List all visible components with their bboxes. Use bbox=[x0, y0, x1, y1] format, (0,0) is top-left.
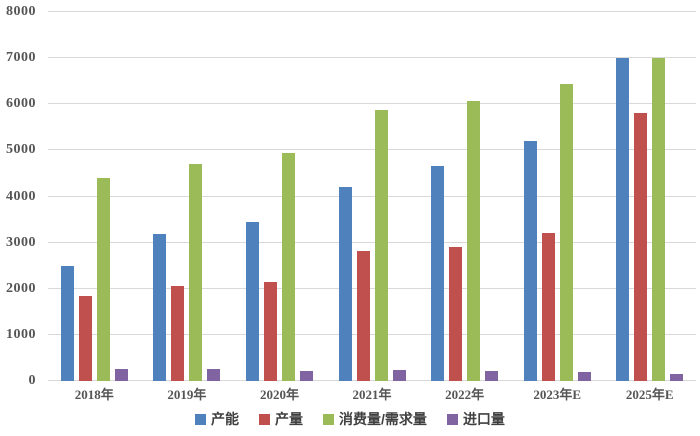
legend-label: 消费量/需求量 bbox=[339, 411, 427, 427]
bar-进口量 bbox=[392, 370, 406, 381]
x-tick-label: 2021年 bbox=[352, 387, 392, 402]
bar-进口量 bbox=[207, 369, 221, 381]
legend-label: 产能 bbox=[211, 411, 240, 427]
bar-group-2025年E bbox=[603, 12, 696, 381]
bar-产能 bbox=[153, 234, 167, 381]
bar-产能 bbox=[338, 187, 352, 381]
bar-group-2020年 bbox=[233, 12, 326, 381]
bar-消费量/需求量 bbox=[374, 109, 388, 381]
y-tick-label: 5000 bbox=[6, 142, 36, 158]
x-tick-label: 2025年E bbox=[625, 387, 674, 402]
bar-group-2019年 bbox=[141, 12, 234, 381]
gridline bbox=[48, 333, 696, 335]
x-tick-label: 2020年 bbox=[259, 387, 299, 402]
legend-item-产能: 产能 bbox=[195, 412, 239, 426]
bar-产量 bbox=[541, 233, 555, 381]
bar-产量 bbox=[78, 296, 92, 381]
legend-item-消费量/需求量: 消费量/需求量 bbox=[323, 412, 427, 426]
legend-label: 产量 bbox=[275, 411, 304, 427]
legend-label: 进口量 bbox=[462, 411, 505, 427]
bar-groups bbox=[48, 12, 696, 381]
x-tick-label: 2022年 bbox=[445, 387, 485, 402]
bar-产能 bbox=[245, 221, 259, 381]
bar-消费量/需求量 bbox=[652, 58, 666, 381]
gridline bbox=[48, 149, 696, 151]
y-tick-label: 1000 bbox=[6, 326, 36, 342]
bar-产量 bbox=[356, 250, 370, 381]
x-tick-label: 2018年 bbox=[74, 387, 114, 402]
y-tick-label: 3000 bbox=[6, 234, 36, 250]
legend-item-产量: 产量 bbox=[259, 412, 303, 426]
bar-产量 bbox=[634, 113, 648, 381]
bar-产量 bbox=[263, 281, 277, 381]
gridline bbox=[48, 241, 696, 243]
x-axis: 2018年 2019年 2020年 2021年 2022年 2023年E 2025年E bbox=[48, 387, 696, 404]
y-tick-label: 8000 bbox=[6, 4, 36, 19]
bar-group-2022年 bbox=[418, 12, 511, 381]
bar-产能 bbox=[431, 166, 445, 381]
gridline bbox=[48, 57, 696, 59]
bar-group-2018年 bbox=[48, 12, 141, 381]
bar-产能 bbox=[523, 141, 537, 381]
legend-swatch-icon bbox=[446, 413, 458, 425]
bar-进口量 bbox=[485, 370, 499, 381]
y-tick-label: 6000 bbox=[6, 96, 36, 112]
bar-消费量/需求量 bbox=[467, 100, 481, 381]
bar-消费量/需求量 bbox=[559, 84, 573, 381]
legend-swatch-icon bbox=[259, 413, 271, 425]
bar-消费量/需求量 bbox=[281, 152, 295, 381]
x-tick-label: 2023年E bbox=[533, 387, 582, 402]
bar-产能 bbox=[616, 58, 630, 381]
bar-消费量/需求量 bbox=[189, 164, 203, 381]
bar-group-2023年E bbox=[511, 12, 604, 381]
bar-消费量/需求量 bbox=[96, 178, 110, 381]
bar-进口量 bbox=[114, 368, 128, 381]
legend-swatch-icon bbox=[323, 413, 335, 425]
gridline bbox=[48, 103, 696, 105]
x-tick-label: 2019年 bbox=[167, 387, 207, 402]
gridline bbox=[48, 287, 696, 289]
legend-item-进口量: 进口量 bbox=[446, 411, 505, 427]
plot-area bbox=[48, 11, 696, 381]
bar-group-2021年 bbox=[326, 12, 419, 381]
legend: 产能 产量 消费量/需求量 进口量 bbox=[0, 412, 700, 426]
bar-进口量 bbox=[577, 371, 591, 381]
bar-进口量 bbox=[670, 374, 684, 381]
legend-swatch-icon bbox=[195, 413, 207, 425]
y-tick-label: 4000 bbox=[6, 188, 36, 204]
y-tick-label: 2000 bbox=[6, 280, 36, 296]
y-tick-label: 0 bbox=[28, 373, 36, 388]
bar-产量 bbox=[171, 286, 185, 381]
y-tick-label: 7000 bbox=[6, 50, 36, 66]
y-axis: 0 1000 2000 3000 4000 5000 6000 7000 8000 bbox=[0, 5, 42, 388]
gridline bbox=[48, 380, 696, 381]
bar-产能 bbox=[60, 265, 74, 381]
gridline bbox=[48, 195, 696, 197]
bar-进口量 bbox=[299, 371, 313, 381]
gridline bbox=[48, 11, 696, 12]
bar-产量 bbox=[449, 247, 463, 381]
